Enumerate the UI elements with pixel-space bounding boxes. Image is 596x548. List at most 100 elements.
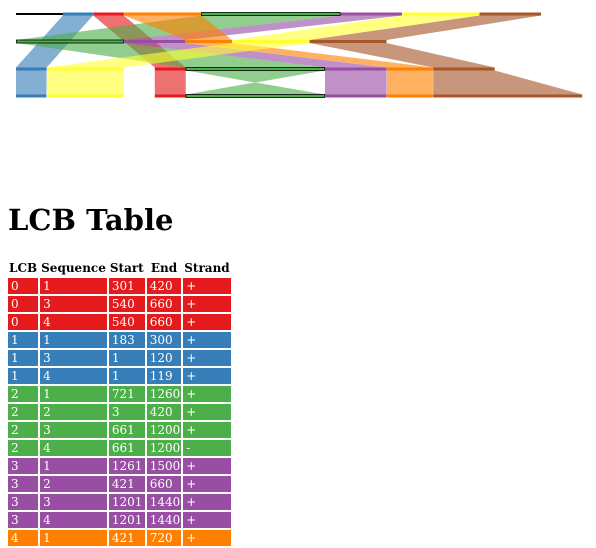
lcb-6-ribbon bbox=[433, 70, 583, 95]
cell-end: 1440 bbox=[146, 512, 182, 528]
cell-strand: + bbox=[183, 422, 231, 438]
lcb-5-ribbon bbox=[46, 70, 124, 95]
cell-sequence: 1 bbox=[40, 458, 107, 474]
cell-lcb: 1 bbox=[8, 368, 39, 384]
cell-sequence: 4 bbox=[40, 440, 107, 456]
cell-sequence: 2 bbox=[40, 476, 107, 492]
table-row: 2 3 661 1200 + bbox=[8, 422, 231, 438]
cell-lcb: 3 bbox=[8, 494, 39, 510]
lcb-3-seq-1-bar bbox=[340, 12, 402, 16]
cell-end: 119 bbox=[146, 368, 182, 384]
cell-sequence: 3 bbox=[40, 296, 107, 312]
cell-end: 1200 bbox=[146, 422, 182, 438]
cell-end: 1200 bbox=[146, 440, 182, 456]
table-row: 4 1 421 720 + bbox=[8, 530, 231, 546]
lcb-alignment-diagram bbox=[16, 12, 583, 98]
lcb-5-seq-1-bar bbox=[402, 12, 480, 16]
cell-strand: + bbox=[183, 476, 231, 492]
lcb-0-seq-4-bar bbox=[154, 94, 186, 98]
lcb-1-seq-3-bar bbox=[16, 67, 47, 71]
cell-lcb: 2 bbox=[8, 386, 39, 402]
cell-start: 540 bbox=[108, 296, 145, 312]
cell-sequence: 1 bbox=[40, 278, 107, 294]
cell-lcb: 0 bbox=[8, 278, 39, 294]
lcb-5-seq-4-bar bbox=[46, 94, 124, 98]
cell-start: 183 bbox=[108, 332, 145, 348]
cell-start: 1201 bbox=[108, 512, 145, 528]
cell-sequence: 2 bbox=[40, 404, 107, 420]
cell-strand: + bbox=[183, 314, 231, 330]
cell-lcb: 0 bbox=[8, 314, 39, 330]
cell-end: 120 bbox=[146, 350, 182, 366]
lcb-6-seq-3-bar bbox=[433, 67, 495, 71]
cell-strand: + bbox=[183, 278, 231, 294]
cell-strand: + bbox=[183, 512, 231, 528]
cell-strand: + bbox=[183, 332, 231, 348]
cell-strand: + bbox=[183, 386, 231, 402]
cell-strand: + bbox=[183, 494, 231, 510]
cell-lcb: 2 bbox=[8, 404, 39, 420]
lcb-4-seq-4-bar bbox=[386, 94, 433, 98]
lcb-2-seq-1-bar bbox=[200, 12, 341, 16]
cell-end: 420 bbox=[146, 278, 182, 294]
cell-strand: + bbox=[183, 458, 231, 474]
lcb-6-seq-4-bar bbox=[433, 94, 583, 98]
cell-sequence: 3 bbox=[40, 494, 107, 510]
cell-strand: + bbox=[183, 296, 231, 312]
cell-lcb: 0 bbox=[8, 296, 39, 312]
table-row: 1 3 1 120 + bbox=[8, 350, 231, 366]
cell-lcb: 4 bbox=[8, 530, 39, 546]
table-row: 2 2 3 420 + bbox=[8, 404, 231, 420]
cell-end: 1440 bbox=[146, 494, 182, 510]
cell-lcb: 2 bbox=[8, 422, 39, 438]
cell-sequence: 1 bbox=[40, 332, 107, 348]
cell-start: 1 bbox=[108, 350, 145, 366]
cell-sequence: 1 bbox=[40, 530, 107, 546]
lcb-0-ribbon bbox=[154, 70, 186, 95]
table-row: 2 4 661 1200- bbox=[8, 440, 231, 456]
lcb-4-seq-1-bar bbox=[124, 12, 202, 16]
table-row: 3 1 1261 1500 + bbox=[8, 458, 231, 474]
lcb-3-ribbon bbox=[325, 70, 387, 95]
cell-strand: + bbox=[183, 350, 231, 366]
cell-lcb: 1 bbox=[8, 350, 39, 366]
cell-strand: + bbox=[183, 404, 231, 420]
cell-end: 1260 bbox=[146, 386, 182, 402]
cell-start: 661 bbox=[108, 440, 145, 456]
cell-start: 301 bbox=[108, 278, 145, 294]
table-row: 0 4 540 660 + bbox=[8, 314, 231, 330]
header-lcb: LCB bbox=[9, 261, 38, 275]
header-start: Start bbox=[109, 261, 144, 275]
lcb-2-seq-4-bar bbox=[185, 94, 326, 98]
table-row: 3 3 1201 1440 + bbox=[8, 494, 231, 510]
lcb-6-ribbon bbox=[309, 15, 542, 40]
lcb-3-seq-2-bar bbox=[124, 40, 186, 43]
cell-end: 300 bbox=[146, 332, 182, 348]
lcb-4-ribbon bbox=[124, 15, 233, 40]
header-sequence: Sequence bbox=[41, 261, 106, 275]
cell-lcb: 1 bbox=[8, 332, 39, 348]
cell-lcb: 2 bbox=[8, 440, 39, 456]
cell-end: 660 bbox=[146, 314, 182, 330]
cell-start: 3 bbox=[108, 404, 145, 420]
lcb-6-ribbon bbox=[309, 43, 495, 68]
table-row: 3 4 1201 1440 + bbox=[8, 512, 231, 528]
cell-sequence: 4 bbox=[40, 512, 107, 528]
lcb-2-seq-3-bar bbox=[185, 67, 326, 71]
lcb-4-seq-3-bar bbox=[386, 67, 433, 71]
cell-strand: + bbox=[183, 368, 231, 384]
table-row: 0 3 540 660 + bbox=[8, 296, 231, 312]
header-strand: Strand bbox=[184, 261, 230, 275]
cell-lcb: 3 bbox=[8, 476, 39, 492]
cell-start: 1 bbox=[108, 368, 145, 384]
lcb-table: LCB Sequence Start End Strand 0 1 301 420 +0… bbox=[6, 258, 233, 548]
lcb-5-seq-3-bar bbox=[46, 67, 124, 71]
cell-start: 540 bbox=[108, 314, 145, 330]
cell-strand: + bbox=[183, 530, 231, 546]
lcb-5-ribbon bbox=[46, 43, 310, 68]
lcb-1-ribbon bbox=[16, 70, 47, 95]
lcb-0-seq-1-bar bbox=[93, 12, 124, 16]
lcb-5-seq-2-bar bbox=[232, 40, 310, 43]
cell-sequence: 1 bbox=[40, 386, 107, 402]
lcb-6-seq-1-bar bbox=[479, 12, 542, 16]
